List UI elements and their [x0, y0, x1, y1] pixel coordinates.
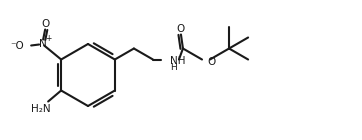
Text: O: O [41, 18, 49, 29]
Text: O: O [177, 24, 185, 33]
Text: O: O [207, 57, 215, 66]
Text: H: H [170, 63, 177, 72]
Text: ⁻O: ⁻O [10, 40, 24, 51]
Text: +: + [45, 34, 51, 43]
Text: NH: NH [170, 55, 185, 66]
Text: H₂N: H₂N [31, 104, 51, 115]
Text: N: N [39, 38, 47, 48]
